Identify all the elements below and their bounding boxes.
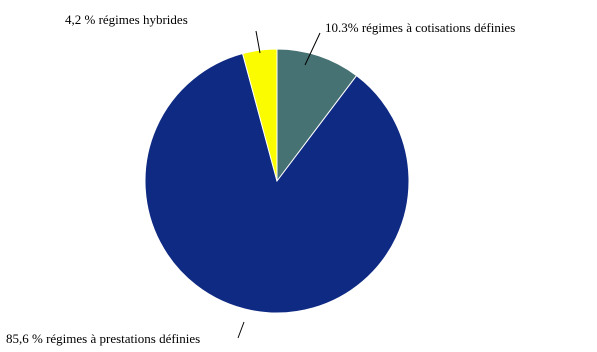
pie-slice-prestations-definies xyxy=(144,52,410,314)
pie-slice-cotisations-definies xyxy=(276,48,358,183)
leader-lines xyxy=(237,30,321,339)
leader-line-prestations-definies xyxy=(237,321,245,339)
label-cotisations-definies: 10.3% régimes à cotisations définies xyxy=(325,20,515,35)
leader-line-cotisations-definies xyxy=(304,32,321,66)
leader-line-hybrides xyxy=(255,30,261,54)
slices-layer xyxy=(144,48,410,314)
label-prestations-definies: 85,6 % régimes à prestations définies xyxy=(6,331,200,346)
label-hybrides: 4,2 % régimes hybrides xyxy=(65,12,188,27)
slice-labels: 10.3% régimes à cotisations définies 85,… xyxy=(6,12,515,346)
